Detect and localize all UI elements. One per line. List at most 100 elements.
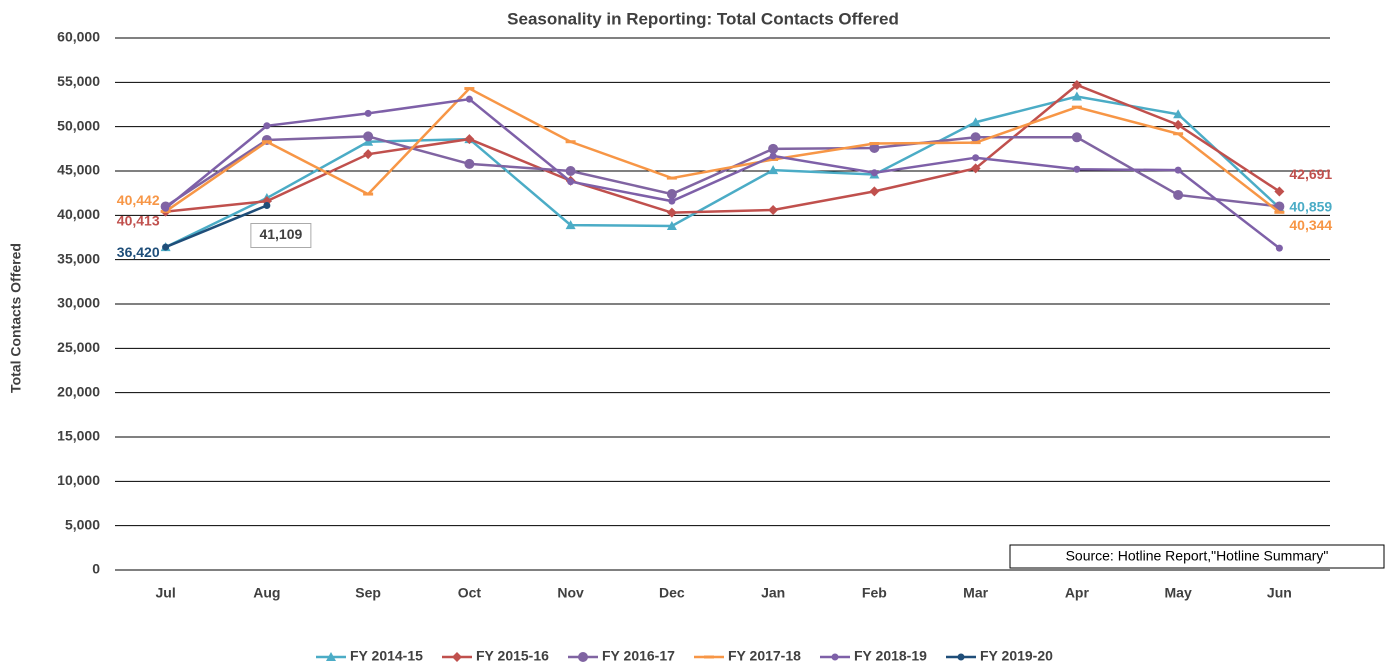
marker [465,95,473,103]
legend-marker [957,653,965,661]
source-note: Source: Hotline Report,"Hotline Summary" [1066,548,1329,564]
data-label: 40,413 [117,212,160,228]
marker [768,143,779,154]
series-line [164,97,1281,250]
legend-marker [578,652,588,662]
data-label: 36,420 [117,244,160,260]
y-tick-label: 35,000 [57,250,100,266]
y-tick-label: 0 [92,561,100,577]
series-line [165,95,1281,249]
marker [970,132,981,143]
legend-label: FY 2017-18 [728,648,801,664]
marker [768,205,779,216]
marker [364,109,372,117]
legend-label: FY 2016-17 [602,648,675,664]
marker [1173,109,1184,119]
legend-marker [326,652,336,661]
marker [1071,105,1082,109]
marker [565,220,576,230]
marker [666,207,677,218]
data-label: 41,109 [259,226,302,242]
series-line [164,86,1281,214]
marker [261,140,272,144]
marker [565,166,576,176]
marker [1071,132,1082,143]
marker [363,149,374,160]
x-tick-label: May [1165,585,1192,601]
marker [869,142,880,153]
data-label: 40,859 [1289,198,1332,214]
marker [464,134,475,145]
marker [1173,132,1184,136]
data-label: 40,344 [1289,217,1332,233]
marker [869,142,880,146]
marker [870,169,878,177]
series-line [165,83,1281,214]
marker [768,165,779,175]
marker [464,87,475,91]
data-label: 42,691 [1289,166,1332,182]
legend-marker [831,653,839,661]
label-box [250,223,312,249]
marker [1274,186,1285,197]
marker [972,154,980,162]
x-tick-label: Dec [659,585,685,601]
x-tick-label: Apr [1065,585,1090,601]
marker [162,243,170,251]
y-tick-label: 15,000 [57,428,100,444]
marker [668,197,676,205]
x-tick-label: Nov [557,585,584,601]
legend-label: FY 2019-20 [980,648,1053,664]
marker [970,141,981,145]
legend-label: FY 2014-15 [350,648,423,664]
marker [464,158,475,169]
marker [567,178,575,186]
series-line [164,135,1280,208]
y-tick-label: 50,000 [57,117,100,133]
legend-label: FY 2015-16 [476,648,549,664]
y-tick-label: 20,000 [57,383,100,399]
legend-marker [452,652,462,662]
y-tick-label: 45,000 [57,162,100,178]
legend-label: FY 2018-19 [854,648,927,664]
marker [1173,119,1184,130]
x-tick-label: Jul [156,585,176,601]
marker [769,152,777,160]
x-tick-label: Jun [1267,585,1292,601]
marker [666,220,677,230]
marker [970,163,981,174]
marker [666,176,677,180]
data-label: 40,442 [117,192,160,208]
y-tick-label: 30,000 [57,295,100,311]
x-tick-label: Mar [963,585,988,601]
chart-title: Seasonality in Reporting: Total Contacts… [507,9,899,28]
y-tick-label: 5,000 [65,516,100,532]
y-tick-label: 60,000 [57,29,100,45]
y-tick-label: 40,000 [57,206,100,222]
marker [1173,189,1184,200]
source-box [1009,544,1385,569]
y-tick-label: 55,000 [57,73,100,89]
marker [1174,166,1182,174]
series-line [165,204,268,249]
y-axis-label: Total Contacts Offered [8,243,24,393]
x-tick-label: Oct [458,585,482,601]
marker [1071,79,1082,90]
marker [970,117,981,127]
y-tick-label: 25,000 [57,339,100,355]
marker [1073,165,1081,173]
marker [1274,210,1285,214]
marker [1071,91,1082,101]
marker [363,131,374,142]
marker [162,204,170,212]
x-tick-label: Jan [761,585,785,601]
x-tick-label: Aug [253,585,280,601]
marker [565,140,576,144]
legend-marker [704,655,714,659]
marker [768,157,779,161]
marker [666,189,677,200]
x-tick-label: Sep [355,585,381,601]
marker [869,186,880,197]
marker [263,122,271,130]
